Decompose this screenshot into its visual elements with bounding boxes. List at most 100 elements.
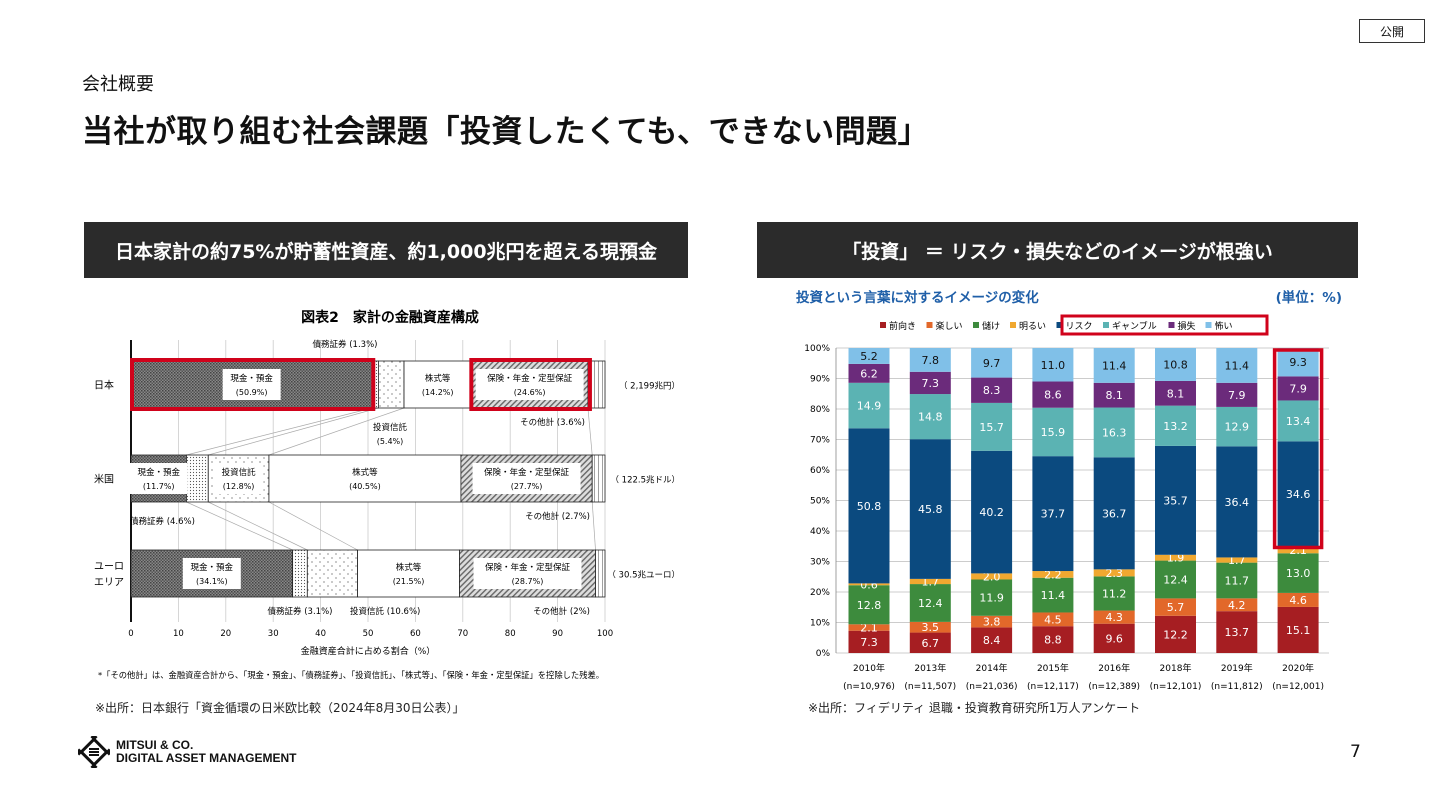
bar-segment	[268, 454, 462, 503]
bar-segment	[971, 450, 1013, 574]
category-label: エリア	[94, 578, 124, 589]
x-axis-label: 金融資産合計に占める割合（%）	[301, 645, 436, 657]
callout-label: その他計 (3.6%)	[520, 417, 585, 428]
legend-swatch	[926, 322, 933, 328]
data-label: 11.7	[1225, 574, 1250, 587]
label-bg	[213, 463, 264, 494]
data-label: 6.2	[860, 367, 878, 380]
data-label: 13.0	[1286, 567, 1311, 580]
x-tick-label: 2019年	[1221, 662, 1253, 674]
bar-segment	[186, 454, 209, 503]
data-label: 4.3	[1105, 611, 1123, 624]
bar-segment	[357, 549, 460, 598]
bar-segment	[1155, 598, 1196, 616]
data-label: 7.3	[922, 377, 940, 390]
bar-segment	[848, 382, 890, 429]
segment-label: 現金・預金	[230, 373, 273, 384]
data-label: 5.2	[860, 350, 878, 363]
legend-swatch	[880, 322, 886, 328]
data-label: 34.6	[1286, 488, 1311, 501]
callout-label: 投資信託 (10.6%)	[350, 606, 420, 617]
x-tick-label: 2013年	[914, 662, 946, 674]
data-label: 12.9	[1225, 421, 1250, 434]
household-assets-chart: 図表2 家計の金融資産構成 0 10 20 30 40 50 60 70 80 90 100 金融資産合…	[94, 309, 680, 680]
x-tick-label: 80	[505, 629, 516, 639]
highlight-box	[130, 358, 376, 411]
total-label: （ 2,199兆円）	[619, 381, 680, 392]
segment-value: (40.5%)	[349, 482, 381, 491]
data-label: 11.4	[1225, 359, 1250, 372]
sample-size-label: (n=12,001)	[1272, 682, 1324, 692]
data-label: 2.3	[1105, 567, 1123, 580]
data-label: 2.0	[983, 570, 1001, 583]
data-label: 3.8	[983, 616, 1001, 629]
bar-segment	[1277, 400, 1319, 442]
bar-segment	[1216, 348, 1258, 383]
bar-segment	[848, 348, 890, 364]
right-banner: 「投資」 ＝ リスク・損失などのイメージが根強い	[757, 222, 1358, 278]
bar-segment	[1032, 456, 1074, 572]
bar-segment	[971, 579, 1013, 616]
y-tick-label: 0%	[816, 649, 831, 659]
connector-line	[186, 407, 373, 456]
y-tick-label: 40%	[810, 527, 830, 537]
left-source-note: ※出所：日本銀行「資金循環の日米欧比較（2024年8月30日公表）」	[95, 701, 465, 715]
category-label: 米国	[94, 473, 114, 486]
bar-segment	[1216, 446, 1258, 558]
total-label: （ 30.5兆ユーロ）	[607, 570, 680, 581]
callout-label: 債務証券 (4.6%)	[130, 516, 195, 527]
segment-value: (34.1%)	[196, 577, 228, 586]
bar-segment	[848, 630, 890, 653]
segment-label: 現金・預金	[137, 467, 180, 478]
segment-value: (24.6%)	[514, 388, 546, 397]
data-label: 12.2	[1163, 628, 1188, 641]
data-label: 7.9	[1289, 382, 1307, 395]
callout-label: その他計 (2.7%)	[525, 511, 590, 522]
chart-title: 図表2 家計の金融資産構成	[301, 309, 479, 326]
data-label: 5.7	[1167, 601, 1185, 614]
legend-label: 儲け	[982, 320, 1000, 332]
bar-segment	[909, 578, 951, 585]
highlight-box	[469, 358, 592, 411]
bar-segment	[1277, 553, 1319, 593]
x-tick-label: 90	[552, 629, 563, 639]
category-label: 日本	[94, 379, 114, 392]
segment-label: 保険・年金・定型保証	[487, 373, 573, 384]
bar-segment	[909, 621, 951, 633]
connector-line	[591, 501, 596, 551]
sample-size-label: (n=12,101)	[1150, 682, 1202, 692]
label-bg	[222, 369, 281, 400]
bar-segment	[1277, 441, 1319, 547]
bar-segment	[1032, 571, 1074, 578]
bar-segment	[909, 394, 951, 440]
data-label: 14.9	[857, 400, 882, 413]
bar-segment	[306, 549, 358, 598]
bar-segment	[1093, 569, 1135, 577]
x-tick-label: 50	[363, 629, 374, 639]
data-label: 1.9	[1167, 552, 1185, 565]
bar-segment	[1093, 348, 1135, 383]
data-label: 4.5	[1044, 613, 1062, 626]
legend-swatch	[1103, 322, 1109, 328]
bar-segment	[971, 377, 1013, 403]
legend-swatch	[1010, 322, 1016, 328]
segment-label: 保険・年金・定型保証	[485, 562, 571, 573]
bar-segment	[1155, 405, 1196, 446]
bar-segment	[971, 402, 1013, 451]
data-label: 37.7	[1041, 508, 1066, 521]
bar-segment	[403, 360, 472, 409]
segment-value: (21.5%)	[393, 577, 425, 586]
sample-size-label: (n=10,976)	[843, 682, 895, 692]
callout-label: 債務証券 (1.3%)	[313, 339, 378, 350]
bar-segment	[1277, 348, 1319, 377]
x-tick-label: 2020年	[1282, 662, 1314, 674]
x-tick-label: 2018年	[1160, 662, 1192, 674]
data-label: 4.6	[1289, 594, 1307, 607]
left-banner: 日本家計の約75%が貯蓄性資産、約1,000兆円を超える現預金	[84, 222, 688, 278]
legend-highlight-box	[1060, 314, 1269, 336]
data-label: 7.9	[1228, 389, 1246, 402]
segment-value: (28.7%)	[512, 577, 544, 586]
connector-line	[208, 407, 379, 456]
bar-segment	[1277, 592, 1319, 607]
data-label: 7.8	[922, 354, 940, 367]
